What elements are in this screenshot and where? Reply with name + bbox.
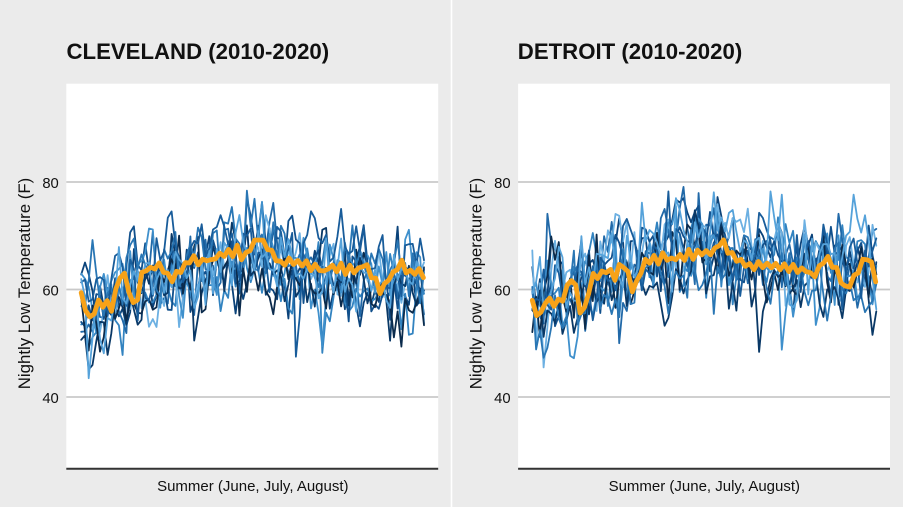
svg-text:Summer (June, July, August): Summer (June, July, August) [157, 478, 348, 495]
svg-text:80: 80 [494, 176, 510, 192]
svg-text:DETROIT (2010-2020): DETROIT (2010-2020) [518, 39, 742, 64]
svg-text:40: 40 [42, 391, 58, 407]
svg-text:60: 60 [494, 284, 510, 300]
svg-text:40: 40 [494, 391, 510, 407]
svg-text:80: 80 [42, 176, 58, 192]
svg-text:Nightly Low Temperature (F): Nightly Low Temperature (F) [467, 178, 486, 389]
svg-text:Summer (June, July, August): Summer (June, July, August) [609, 478, 800, 495]
svg-text:Nightly Low Temperature (F): Nightly Low Temperature (F) [15, 178, 34, 389]
svg-text:CLEVELAND (2010-2020): CLEVELAND (2010-2020) [67, 39, 330, 64]
svg-text:60: 60 [42, 284, 58, 300]
